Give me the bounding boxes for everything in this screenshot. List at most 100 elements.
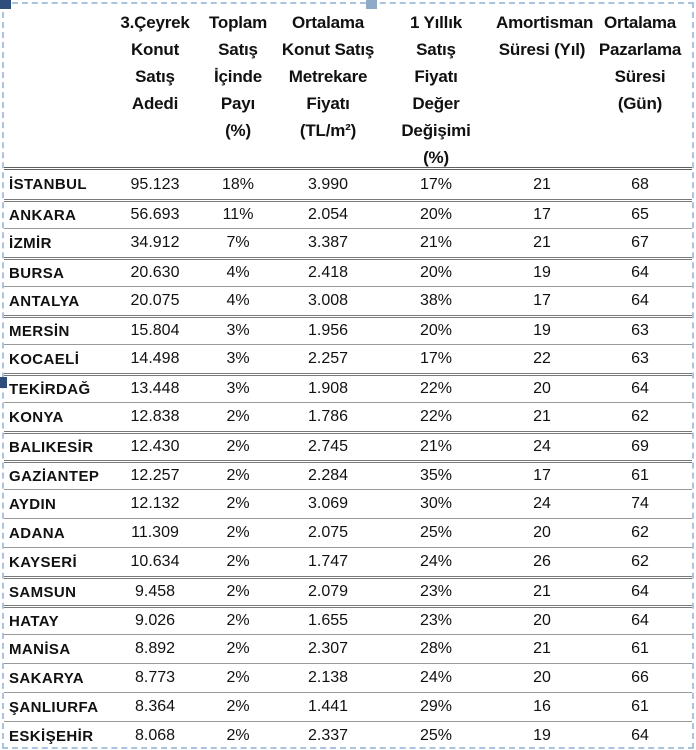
cell-1yr-price-change: 28%	[419, 640, 453, 657]
cell-amortization-period: 24	[533, 495, 551, 512]
cell-city: AYDIN	[9, 495, 57, 513]
cell-q3-sales-count: 56.693	[130, 206, 180, 223]
table-row: BALIKESİR 12.430 2% 2.745 21% 24 69	[4, 431, 692, 460]
cell-average-sqm-price: 2.079	[307, 583, 349, 600]
cell-q3-sales-count: 11.309	[131, 524, 179, 541]
cell-share-of-total-sales: 2%	[226, 640, 250, 657]
header-amortization-period: Amortisman Süresi (Yıl)	[496, 13, 594, 59]
cell-city: ADANA	[9, 524, 66, 542]
cell-average-sqm-price: 3.990	[307, 175, 349, 193]
cell-1yr-price-change: 17%	[419, 350, 453, 367]
cell-amortization-period: 20	[533, 669, 551, 686]
cell-q3-sales-count: 20.630	[130, 264, 180, 281]
cell-1yr-price-change: 17%	[419, 175, 453, 193]
table-row: SAKARYA 8.773 2% 2.138 24% 20 66	[4, 663, 692, 692]
cell-amortization-period: 21	[533, 583, 551, 600]
cell-average-sqm-price: 1.956	[307, 322, 349, 339]
cell-city: SAKARYA	[9, 669, 85, 687]
header-q3-sales-count: 3.Çeyrek Konut Satış Adedi	[120, 13, 190, 113]
cell-amortization-period: 20	[533, 612, 551, 629]
cell-q3-sales-count: 95.123	[130, 175, 180, 193]
cell-average-marketing-period: 64	[631, 612, 649, 629]
selection-handle-row-marker-icon	[0, 377, 7, 388]
table-row: MANİSA 8.892 2% 2.307 28% 21 61	[4, 634, 692, 663]
cell-average-sqm-price: 1.441	[307, 698, 349, 715]
table-row: MERSİN 15.804 3% 1.956 20% 19 63	[4, 315, 692, 344]
cell-average-sqm-price: 2.284	[307, 467, 349, 484]
cell-share-of-total-sales: 2%	[226, 583, 250, 600]
cell-city: BURSA	[9, 264, 65, 282]
cell-amortization-period: 26	[533, 553, 551, 570]
table-row: İSTANBUL 95.123 18% 3.990 17% 21 68	[4, 170, 692, 199]
cell-city: BALIKESİR	[9, 438, 94, 456]
cell-average-sqm-price: 3.008	[307, 292, 349, 309]
cell-city: KAYSERİ	[9, 553, 78, 571]
cell-amortization-period: 19	[533, 322, 551, 339]
cell-city: İZMİR	[9, 234, 52, 252]
cell-share-of-total-sales: 2%	[226, 438, 250, 455]
cell-average-marketing-period: 64	[631, 727, 649, 744]
cell-q3-sales-count: 15.804	[130, 322, 180, 339]
cell-share-of-total-sales: 2%	[226, 727, 250, 744]
cell-q3-sales-count: 9.026	[134, 612, 176, 629]
cell-share-of-total-sales: 2%	[226, 698, 250, 715]
cell-q3-sales-count: 12.430	[130, 438, 180, 455]
cell-average-sqm-price: 2.745	[307, 438, 349, 455]
table-body: İSTANBUL 95.123 18% 3.990 17% 21 68 ANKA…	[4, 170, 692, 750]
cell-q3-sales-count: 20.075	[130, 292, 180, 309]
cell-q3-sales-count: 8.364	[134, 698, 176, 715]
selection-handle-top-middle-icon	[366, 0, 377, 9]
cell-average-sqm-price: 1.908	[307, 380, 349, 397]
cell-1yr-price-change: 22%	[419, 408, 453, 425]
header-average-sqm-price: Ortalama Konut Satış Metrekare Fiyatı (T…	[281, 13, 375, 140]
table-row: ŞANLIURFA 8.364 2% 1.441 29% 16 61	[4, 692, 692, 721]
cell-city: HATAY	[9, 612, 60, 630]
cell-amortization-period: 24	[533, 438, 551, 455]
cell-1yr-price-change: 23%	[419, 612, 453, 629]
cell-city: MERSİN	[9, 322, 70, 340]
cell-amortization-period: 20	[533, 380, 551, 397]
cell-amortization-period: 17	[533, 292, 551, 309]
cell-city: KONYA	[9, 408, 64, 426]
header-average-marketing-period: Ortalama Pazarlama Süresi (Gün)	[598, 13, 682, 113]
cell-average-marketing-period: 64	[631, 292, 649, 309]
cell-average-sqm-price: 2.418	[307, 264, 349, 281]
cell-average-sqm-price: 1.655	[307, 612, 349, 629]
cell-amortization-period: 19	[533, 727, 551, 744]
cell-q3-sales-count: 34.912	[130, 234, 180, 251]
cell-1yr-price-change: 21%	[419, 438, 453, 455]
cell-average-marketing-period: 64	[631, 583, 649, 600]
header-city	[4, 4, 114, 171]
cell-amortization-period: 17	[533, 467, 551, 484]
table-row: AYDIN 12.132 2% 3.069 30% 24 74	[4, 489, 692, 518]
cell-share-of-total-sales: 18%	[221, 175, 255, 193]
table-row: ESKİŞEHİR 8.068 2% 2.337 25% 19 64	[4, 721, 692, 750]
cell-1yr-price-change: 24%	[419, 669, 453, 686]
cell-average-marketing-period: 62	[631, 553, 649, 570]
cell-average-marketing-period: 61	[631, 640, 649, 657]
cell-city: SAMSUN	[9, 583, 77, 601]
cell-city: TEKİRDAĞ	[9, 380, 91, 398]
cell-q3-sales-count: 12.132	[130, 495, 180, 512]
cell-1yr-price-change: 22%	[419, 380, 453, 397]
cell-q3-sales-count: 8.068	[134, 727, 176, 744]
cell-average-sqm-price: 2.075	[307, 524, 349, 541]
cell-average-marketing-period: 66	[631, 669, 649, 686]
cell-amortization-period: 21	[533, 408, 551, 425]
cell-q3-sales-count: 9.458	[134, 583, 176, 600]
cell-share-of-total-sales: 3%	[226, 350, 250, 367]
cell-average-sqm-price: 2.138	[307, 669, 349, 686]
cell-1yr-price-change: 20%	[419, 264, 453, 281]
cell-1yr-price-change: 20%	[419, 322, 453, 339]
cell-q3-sales-count: 12.257	[130, 467, 180, 484]
cell-share-of-total-sales: 3%	[226, 380, 250, 397]
cell-amortization-period: 19	[533, 264, 551, 281]
cell-q3-sales-count: 14.498	[130, 350, 180, 367]
cell-1yr-price-change: 35%	[419, 467, 453, 484]
cell-city: ESKİŞEHİR	[9, 727, 94, 745]
cell-amortization-period: 21	[533, 640, 551, 657]
cell-city: MANİSA	[9, 640, 71, 658]
header-1yr-price-change: 1 Yıllık Satış Fiyatı Değer Değişimi (%)	[401, 13, 471, 167]
cell-average-marketing-period: 64	[631, 264, 649, 281]
cell-average-marketing-period: 61	[631, 467, 649, 484]
